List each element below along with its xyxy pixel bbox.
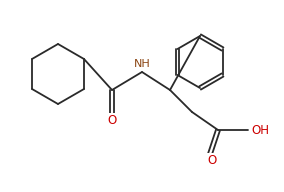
- Text: OH: OH: [251, 123, 269, 137]
- Text: NH: NH: [134, 59, 150, 69]
- Text: O: O: [107, 114, 117, 127]
- Text: O: O: [207, 155, 217, 167]
